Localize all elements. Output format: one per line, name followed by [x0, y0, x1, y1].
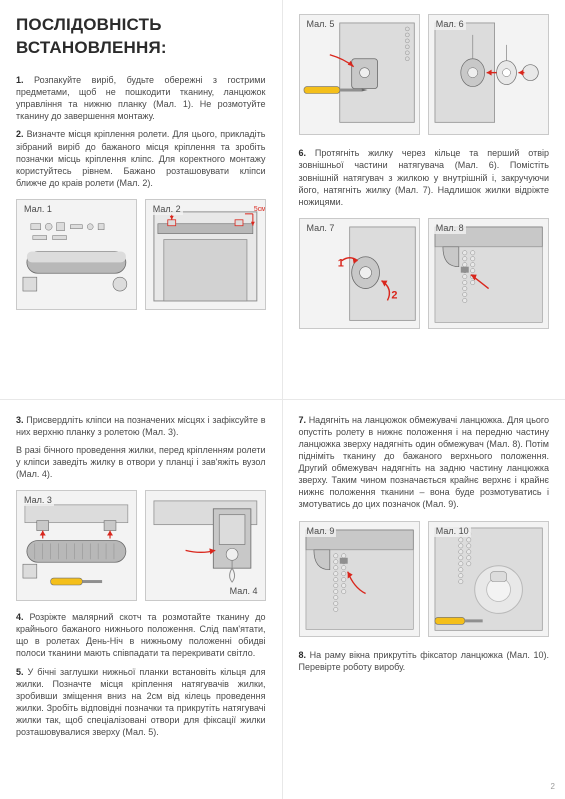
fig-row-5-6: Мал. 5 — [299, 14, 550, 135]
fig-3: Мал. 3 — [16, 490, 137, 601]
fig-8-label: Мал. 8 — [434, 222, 466, 234]
step-1-text: Розпакуйте виріб, будьте обережні з гост… — [16, 75, 266, 121]
step-2-text: Визначте місця кріплення ролети. Для цьо… — [16, 129, 266, 188]
step-4: 4. Розріжте малярний скотч та розмотайте… — [16, 611, 266, 660]
step-8-text: На раму вікна прикрутіть фіксатор ланцюж… — [299, 650, 549, 672]
fig-6: Мал. 6 — [428, 14, 549, 135]
fig-7-label: Мал. 7 — [305, 222, 337, 234]
fig-1: Мал. 1 — [16, 199, 137, 310]
step-1: 1. Розпакуйте виріб, будьте обережні з г… — [16, 74, 266, 123]
step-8: 8. На раму вікна прикрутіть фіксатор лан… — [299, 649, 550, 673]
fig-5: Мал. 5 — [299, 14, 420, 135]
step-5-text: У бічні заглушки нижньої планки встанові… — [16, 667, 266, 738]
step-3a-text: Присвердліть кліпси на позначених місцях… — [16, 415, 266, 437]
fig-9: Мал. 9 — [299, 521, 420, 637]
fig-row-7-8: Мал. 7 1 2 Мал. 8 — [299, 218, 550, 329]
quadrant-top-right: Мал. 5 — [283, 0, 565, 400]
fig-5-label: Мал. 5 — [305, 18, 337, 30]
fig-8: Мал. 8 — [428, 218, 549, 329]
page-number: 2 — [551, 782, 555, 793]
fig-row-1-2: Мал. 1 — [16, 199, 266, 310]
fig-10: Мал. 10 — [428, 521, 549, 637]
step-7-text: Надягніть на ланцюжок обмежувачі ланцюжк… — [299, 415, 550, 510]
step-4-text: Розріжте малярний скотч та розмотайте тк… — [16, 612, 266, 658]
fig-2-label: Мал. 2 — [151, 203, 183, 215]
step-6-text: Протягніть жилку через кільце та перший … — [299, 148, 550, 207]
quadrant-bottom-left: 3. Присвердліть кліпси на позначених міс… — [0, 400, 283, 799]
page-title: ПОСЛІДОВНІСТЬ ВСТАНОВЛЕННЯ: — [16, 14, 266, 60]
fig-7: Мал. 7 1 2 — [299, 218, 420, 329]
step-5: 5. У бічні заглушки нижньої планки встан… — [16, 666, 266, 739]
fig-4: Мал. 4 — [145, 490, 266, 601]
svg-text:5см: 5см — [254, 206, 265, 213]
fig-6-label: Мал. 6 — [434, 18, 466, 30]
fig-3-label: Мал. 3 — [22, 494, 54, 506]
step-6: 6. Протягніть жилку через кільце та перш… — [299, 147, 550, 208]
fig-9-label: Мал. 9 — [305, 525, 337, 537]
fig-10-label: Мал. 10 — [434, 525, 471, 537]
fig-1-label: Мал. 1 — [22, 203, 54, 215]
step-7: 7. Надягніть на ланцюжок обмежувачі ланц… — [299, 414, 550, 511]
quadrant-bottom-right: 7. Надягніть на ланцюжок обмежувачі ланц… — [283, 400, 565, 799]
svg-text:2: 2 — [391, 289, 397, 301]
fig-4-label: Мал. 4 — [228, 585, 260, 597]
fig-2: Мал. 2 5см — [145, 199, 266, 310]
fig-row-3-4: Мал. 3 — [16, 490, 266, 601]
fig-row-9-10: Мал. 9 — [299, 521, 550, 637]
step-3: 3. Присвердліть кліпси на позначених міс… — [16, 414, 266, 438]
step-3b: В разі бічного проведення жилки, перед к… — [16, 444, 266, 480]
step-2: 2. Визначте місця кріплення ролети. Для … — [16, 128, 266, 189]
quadrant-top-left: ПОСЛІДОВНІСТЬ ВСТАНОВЛЕННЯ: 1. Розпакуйт… — [0, 0, 283, 400]
